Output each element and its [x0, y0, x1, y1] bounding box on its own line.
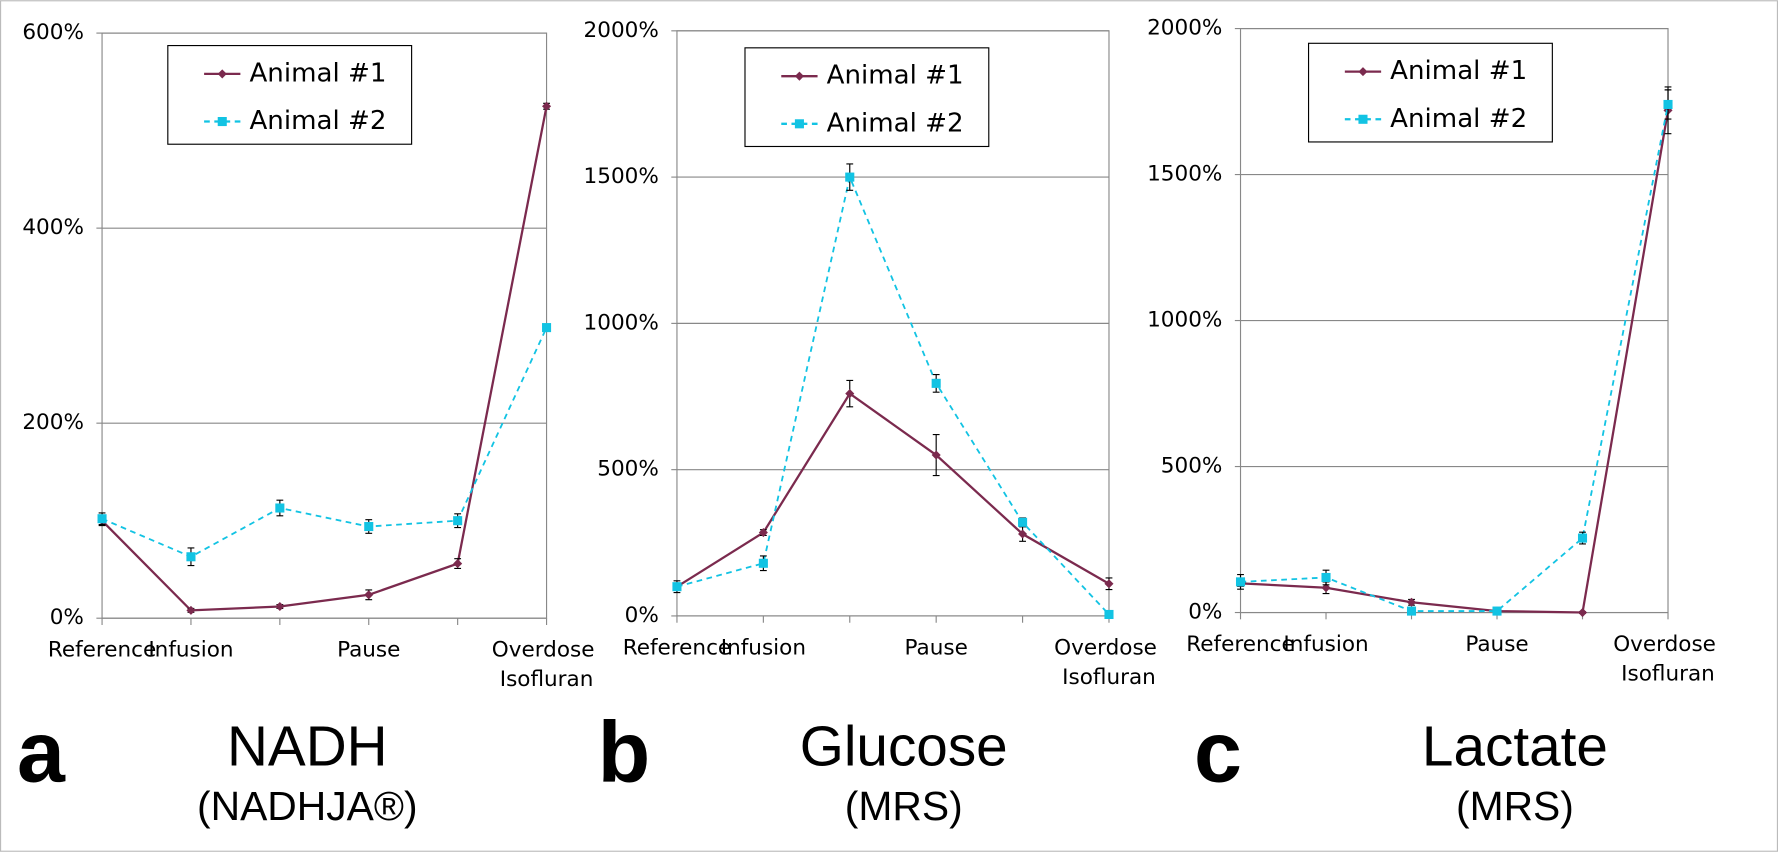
- x-tick-label: Reference: [1186, 632, 1294, 657]
- y-tick-label: 0%: [50, 605, 84, 630]
- legend: Animal #1 Animal #2: [744, 47, 990, 148]
- panel-subtitle: (NADHJA®): [197, 783, 418, 829]
- point: [1104, 609, 1114, 620]
- x-tick-label: Reference: [48, 638, 156, 663]
- point: [1577, 533, 1588, 543]
- legend-label: Animal #1: [827, 61, 964, 91]
- point: [931, 378, 941, 388]
- x-tick-label: Infusion: [148, 638, 233, 663]
- point: [1235, 577, 1246, 587]
- series-line: [101, 106, 548, 612]
- legend: Animal #1 Animal #2: [167, 45, 413, 145]
- y-tick-label: 1500%: [584, 164, 659, 189]
- point: [1406, 597, 1417, 607]
- legend-marker: [794, 119, 804, 129]
- legend-marker: [217, 117, 227, 127]
- panel-title: NADH: [227, 716, 388, 779]
- y-tick-label: 1500%: [1147, 162, 1222, 187]
- legend-box: [167, 45, 413, 145]
- x-tick-label: Overdose Isofluran: [492, 638, 602, 692]
- point: [758, 558, 768, 568]
- y-tick-label: 0%: [1188, 600, 1222, 625]
- point: [186, 552, 196, 562]
- legend: Animal #1 Animal #2: [1307, 42, 1553, 143]
- legend-box: [1307, 42, 1553, 143]
- x-tick-label: Infusion: [721, 635, 806, 660]
- legend-label: Animal #1: [249, 58, 386, 88]
- point: [845, 389, 855, 399]
- point: [97, 514, 107, 524]
- point: [1406, 606, 1417, 616]
- point: [931, 450, 941, 460]
- y-tick-label: 2000%: [1147, 16, 1222, 41]
- point: [1577, 607, 1588, 618]
- point: [542, 323, 552, 333]
- point: [453, 516, 463, 526]
- series-line: [1240, 104, 1669, 612]
- legend-box: [744, 47, 990, 148]
- point: [275, 601, 285, 612]
- x-tick-label: Reference: [623, 635, 731, 660]
- point: [1492, 606, 1502, 616]
- point: [364, 521, 374, 532]
- panel-title: Glucose: [800, 716, 1008, 779]
- point: [1321, 572, 1331, 583]
- panel-letter: b: [598, 704, 651, 800]
- series-line: [101, 327, 548, 558]
- x-tick-label: Infusion: [1283, 632, 1368, 657]
- point: [1018, 517, 1028, 527]
- x-tick-label: Overdose Isofluran: [1613, 632, 1723, 686]
- y-tick-label: 200%: [22, 410, 84, 435]
- point: [845, 172, 855, 182]
- y-tick-label: 1000%: [584, 310, 659, 335]
- panel-letter: c: [1194, 704, 1242, 800]
- plot-frame: [676, 30, 1110, 617]
- legend-label: Animal #2: [1390, 104, 1527, 134]
- x-tick-label: Pause: [337, 638, 400, 663]
- x-tick-label: Pause: [1465, 632, 1528, 657]
- y-tick-label: 1000%: [1147, 308, 1222, 333]
- y-tick-label: 2000%: [584, 18, 659, 43]
- panel-subtitle: (MRS): [1456, 783, 1574, 829]
- point: [758, 528, 768, 538]
- legend-label: Animal #2: [827, 108, 964, 138]
- series-line: [676, 174, 1110, 616]
- panel-title: Lactate: [1422, 716, 1608, 779]
- point: [1663, 99, 1673, 110]
- y-tick-label: 500%: [597, 457, 659, 482]
- series-line: [676, 391, 1110, 588]
- x-tick-label: Pause: [905, 635, 968, 660]
- panel-subtitle: (MRS): [845, 783, 963, 829]
- y-tick-label: 0%: [625, 603, 659, 628]
- point: [1018, 529, 1028, 539]
- legend-marker: [1358, 114, 1368, 124]
- y-tick-label: 500%: [1161, 454, 1223, 479]
- series-line: [1240, 110, 1670, 614]
- legend-label: Animal #1: [1390, 56, 1527, 86]
- point: [275, 503, 285, 513]
- legend-marker: [217, 69, 227, 79]
- y-tick-label: 400%: [22, 215, 84, 240]
- plot-frame: [1239, 27, 1669, 614]
- legend-label: Animal #2: [249, 106, 386, 136]
- x-tick-label: Overdose Isofluran: [1054, 635, 1164, 689]
- legend-marker: [1358, 67, 1368, 77]
- point: [672, 582, 682, 592]
- point: [542, 101, 552, 111]
- y-tick-label: 600%: [22, 20, 84, 45]
- panel-letter: a: [17, 704, 66, 800]
